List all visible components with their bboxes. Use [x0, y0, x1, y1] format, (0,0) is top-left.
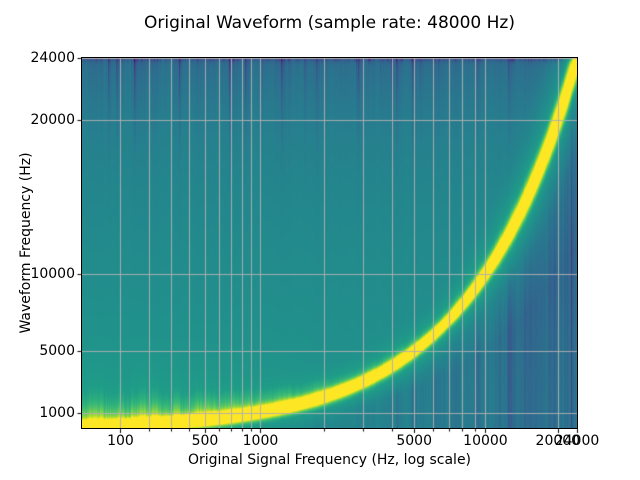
x-tick-label-100: 100 [107, 433, 134, 449]
y-tick-label-24000: 24000 [30, 50, 75, 66]
y-tick-label-10000: 10000 [30, 265, 75, 282]
x-tick-label-5000: 5000 [396, 433, 433, 449]
heatmap-canvas [82, 58, 577, 428]
chart-title: Original Waveform (sample rate: 48000 Hz… [144, 13, 515, 33]
y-axis-label: Waveform Frequency (Hz) [18, 152, 34, 334]
x-tick-label-20000: 20000 [535, 433, 581, 449]
x-tick-label-500: 500 [191, 433, 219, 449]
plot-area [81, 57, 578, 429]
x-tick-label-24000: 24000 [554, 433, 600, 449]
y-tick-label-20000: 20000 [30, 111, 75, 128]
x-axis-label: Original Signal Frequency (Hz, log scale… [187, 452, 472, 468]
x-tick-label-10000: 10000 [463, 433, 508, 449]
y-tick-label-1000: 1000 [39, 404, 75, 421]
x-tick-label-1000: 1000 [242, 433, 279, 449]
y-tick-label-5000: 5000 [39, 342, 75, 359]
